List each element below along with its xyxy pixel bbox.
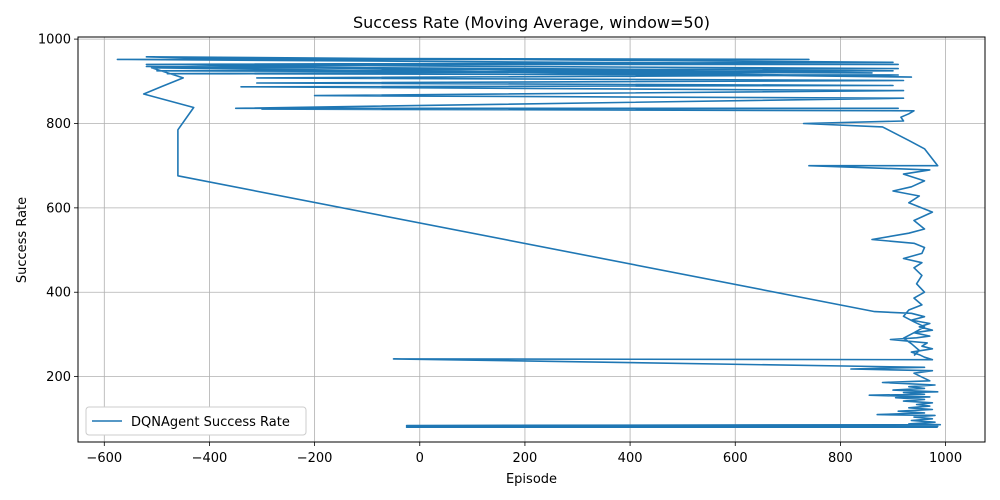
y-tick-label: 400 [46,286,71,301]
x-tick-label: −400 [192,451,228,466]
legend-label: DQNAgent Success Rate [131,415,290,430]
x-tick-label: 0 [416,451,424,466]
series-layer [116,55,942,429]
x-tick-label: 800 [828,451,853,466]
y-tick-label: 800 [46,117,71,132]
ticks: −600 −400 −200 0 200 400 600 800 1000 200 400 600 80… [38,33,962,466]
x-tick-label: −600 [86,451,122,466]
x-tick-label: −200 [297,451,333,466]
y-tick-label: 200 [46,370,71,385]
x-tick-label: 1000 [929,451,962,466]
x-tick-label: 200 [513,451,538,466]
y-tick-label: 600 [46,201,71,216]
chart-title: Success Rate (Moving Average, window=50) [353,13,710,32]
series-line-0 [116,55,942,429]
x-axis-title: Episode [506,472,557,487]
y-axis-title: Success Rate [15,197,30,283]
axes-frame [77,36,986,443]
legend-box [85,406,307,436]
x-tick-label: 600 [723,451,748,466]
y-tick-label: 1000 [38,33,71,48]
x-tick-label: 400 [618,451,643,466]
legend: DQNAgent Success Rate [85,406,307,436]
